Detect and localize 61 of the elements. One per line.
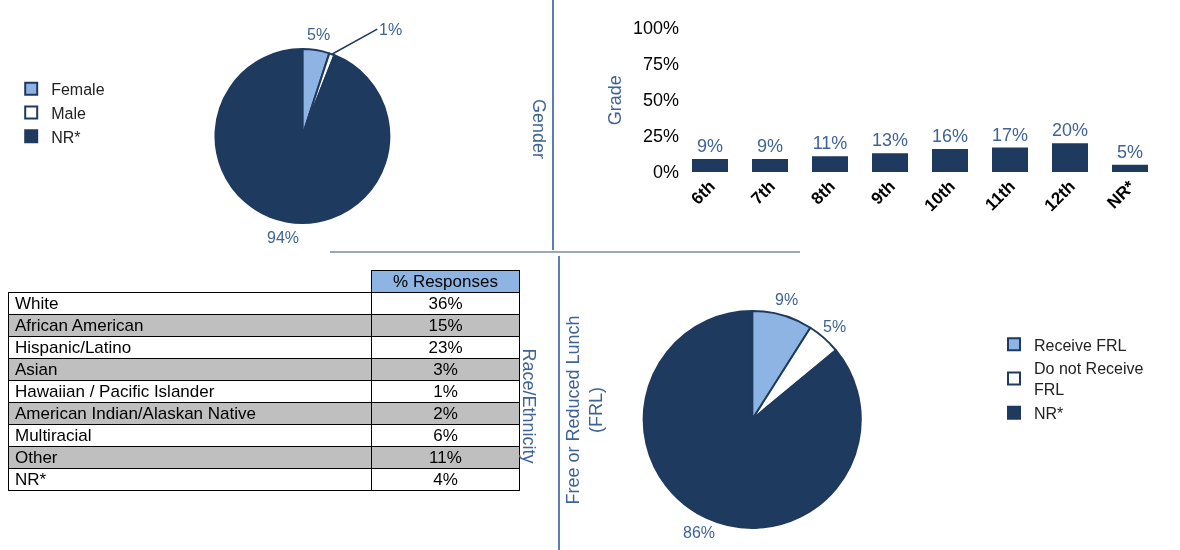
text: Free or Reduced Lunch (FRL) xyxy=(562,315,606,505)
data-label: 5% xyxy=(307,26,331,43)
data-label: 94% xyxy=(267,229,300,246)
bar xyxy=(992,147,1028,172)
category-label: Other xyxy=(8,446,372,469)
x-tick-label: 7th xyxy=(747,176,779,209)
legend-label: Do not Receive FRL xyxy=(1034,360,1144,399)
x-tick-label: 9th xyxy=(867,176,899,209)
legend-label: NR* xyxy=(51,128,81,146)
data-label: 23% xyxy=(371,336,520,359)
x-tick-label: NR* xyxy=(1103,176,1140,213)
data-label: 4% xyxy=(371,468,520,491)
data-label: 5% xyxy=(823,318,847,335)
data-label: 11% xyxy=(371,446,520,469)
legend-label: Receive FRL xyxy=(1034,336,1127,354)
data-label: 16% xyxy=(932,125,968,146)
data-label: 15% xyxy=(371,314,520,337)
data-label: 9% xyxy=(756,136,784,157)
bar xyxy=(692,159,728,172)
bar xyxy=(1052,143,1088,172)
data-label: 9% xyxy=(696,136,724,157)
legend-label: NR* xyxy=(1034,404,1064,422)
category-label: African American xyxy=(8,314,372,337)
bar xyxy=(812,156,848,172)
y-tick-label: 100% xyxy=(632,18,679,39)
bar xyxy=(1112,164,1148,172)
category-label: Hispanic/Latino xyxy=(8,336,372,359)
data-label: 86% xyxy=(683,524,716,541)
data-label: 11% xyxy=(812,133,848,154)
data-label: 6% xyxy=(371,424,520,447)
data-label: 9% xyxy=(775,291,799,308)
data-label: 20% xyxy=(1052,120,1088,141)
category-label: American Indian/Alaskan Native xyxy=(8,402,372,425)
text: % Responses xyxy=(371,270,520,293)
data-label: 17% xyxy=(992,124,1028,145)
category-label: Hawaiian / Pacific Islander xyxy=(8,380,372,403)
legend-label: Male xyxy=(51,104,86,122)
x-tick-label: 6th xyxy=(687,176,719,209)
y-tick-label: 50% xyxy=(642,90,679,111)
category-label: Asian xyxy=(8,358,372,381)
text: Grade xyxy=(605,75,626,126)
data-label: 36% xyxy=(371,292,520,315)
data-label: 1% xyxy=(379,21,403,38)
text: Gender xyxy=(529,98,550,159)
data-label: 1% xyxy=(371,380,520,403)
y-tick-label: 0% xyxy=(652,162,679,183)
bar xyxy=(752,159,788,172)
x-tick-label: 8th xyxy=(807,176,839,209)
data-label: 3% xyxy=(371,358,520,381)
category-label: Multiracial xyxy=(8,424,372,447)
data-label: 5% xyxy=(1116,141,1144,162)
bar xyxy=(872,153,908,172)
category-label: White xyxy=(8,292,372,315)
y-tick-label: 75% xyxy=(642,54,679,75)
category-label: NR* xyxy=(8,468,372,491)
y-tick-label: 25% xyxy=(642,126,679,147)
data-label: 2% xyxy=(371,402,520,425)
legend-label: Female xyxy=(51,80,105,98)
bar xyxy=(932,148,968,172)
data-label: 13% xyxy=(872,130,908,151)
text: Race/Ethnicity xyxy=(517,348,539,464)
